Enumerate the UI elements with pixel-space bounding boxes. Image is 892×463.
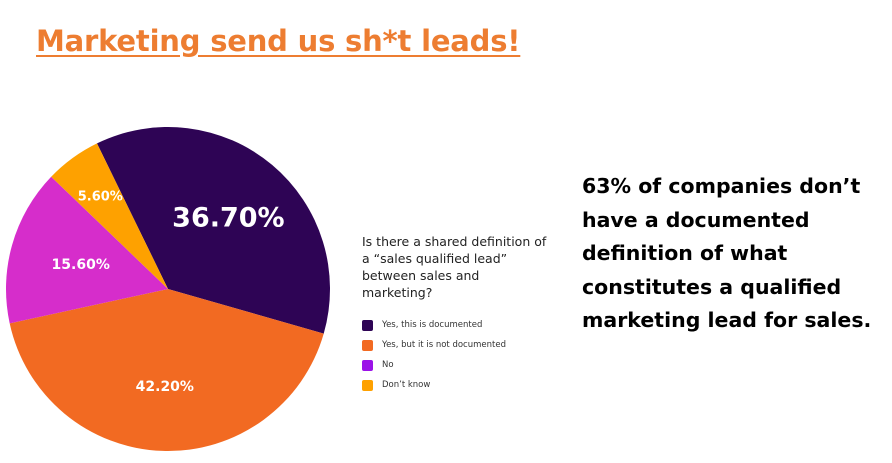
pie-slice-don-t-know [51,143,168,289]
legend-swatch [362,379,373,391]
legend-swatch [362,319,373,331]
legend-label: Yes, this is documented [382,320,483,330]
pie-slice-yes-but-it-is-not-documented [9,289,324,452]
slide-title: Marketing send us sh*t leads! [36,24,521,58]
legend-item-yes-this-is-documented: Yes, this is documented [362,315,562,335]
chart-legend: Is there a shared definition of a “sales… [362,233,562,395]
pie-value-label-yes-this-is-documented: 36.70% [172,203,284,234]
pie-value-label-no: 15.60% [52,257,110,273]
pie-chart: 36.70% 42.20% 15.60% 5.60% [5,127,330,452]
legend-item-don-t-know: Don’t know [362,375,562,395]
legend-item-no: No [362,355,562,375]
pie-slice-yes-this-is-documented [96,127,330,334]
legend-label: Yes, but it is not documented [382,340,506,350]
legend-item-yes-but-it-is-not-documented: Yes, but it is not documented [362,335,562,355]
legend-swatch [362,339,373,351]
pie-slice-no [5,176,168,324]
legend-question: Is there a shared definition of a “sales… [362,234,547,300]
legend-label: Don’t know [382,380,431,390]
pie-value-label-don-t-know: 5.60% [78,190,123,205]
callout-text: 63% of companies don’t have a documented… [582,174,872,332]
pie-value-label-yes-but-it-is-not-documented: 42.20% [136,379,194,395]
legend-items: Yes, this is documented Yes, but it is no… [362,315,562,395]
legend-swatch [362,359,373,371]
legend-label: No [382,360,394,370]
